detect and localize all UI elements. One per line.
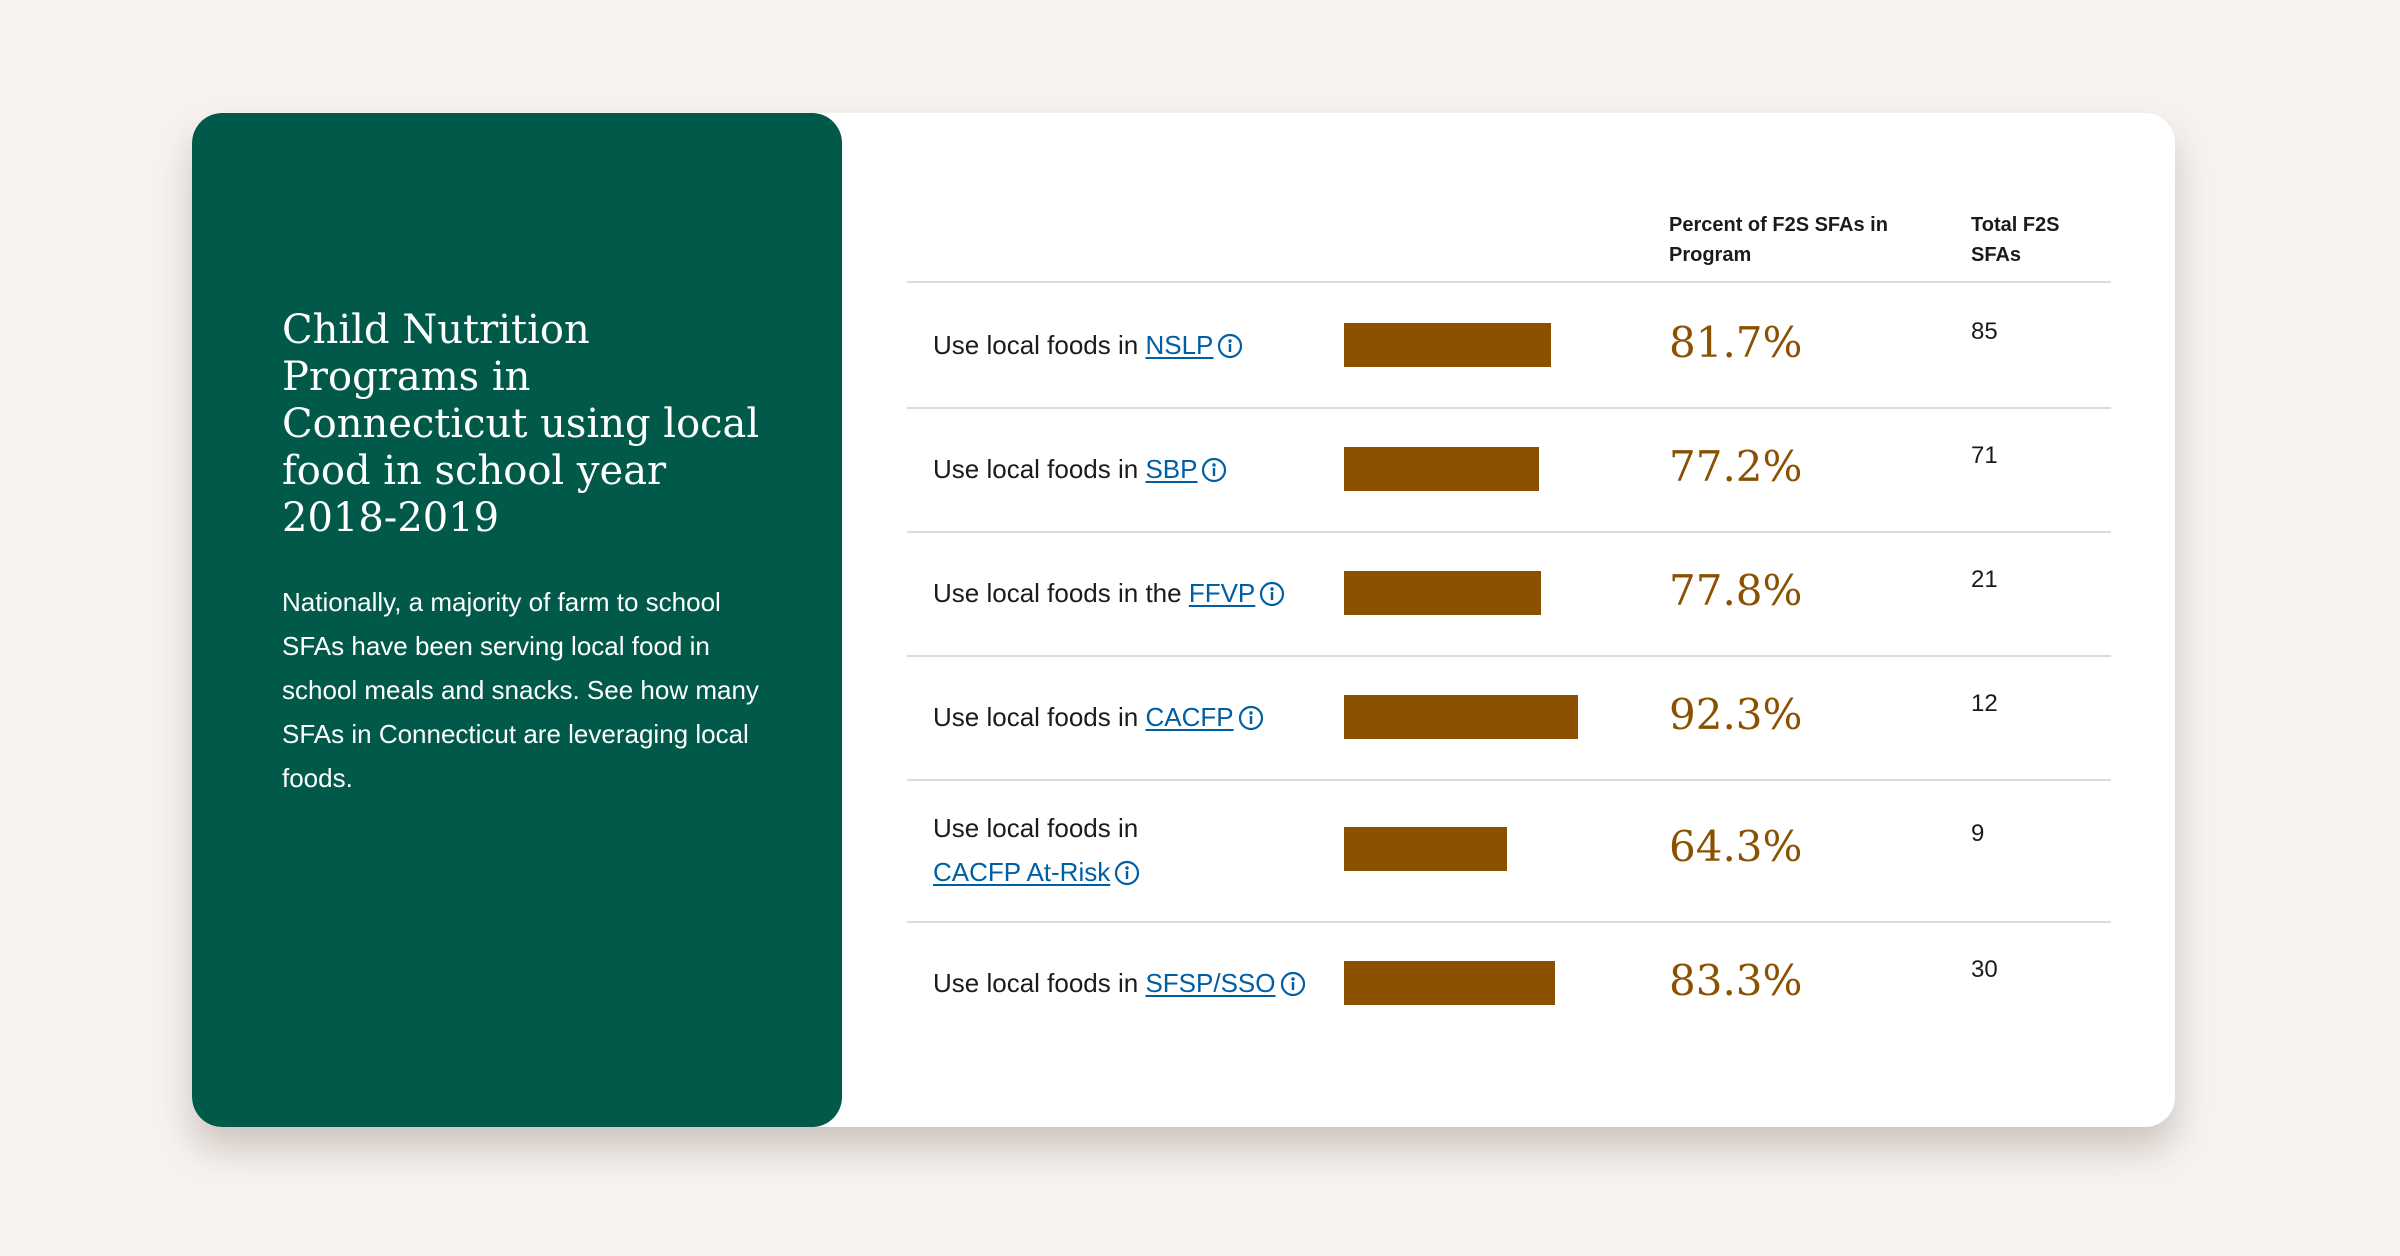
row-label-prefix: Use local foods in	[933, 813, 1139, 843]
bar-track	[1344, 571, 1619, 615]
program-link-cacfp[interactable]: CACFP	[1145, 702, 1234, 732]
table-row: Use local foods in SBP 77.2% 71	[907, 407, 2111, 533]
bar	[1344, 447, 1539, 491]
bar	[1344, 571, 1541, 615]
bar	[1344, 961, 1555, 1005]
header-total: Total F2S SFAs	[1971, 214, 2060, 266]
row-label: Use local foods in CACFP	[933, 695, 1313, 739]
total-count: 9	[1971, 820, 1985, 847]
row-label-prefix: Use local foods in	[933, 454, 1146, 484]
info-icon[interactable]	[1217, 333, 1243, 359]
row-label-prefix: Use local foods in	[933, 702, 1146, 732]
info-icon[interactable]	[1238, 705, 1264, 731]
bar-track	[1344, 695, 1619, 739]
program-link-sbp[interactable]: SBP	[1145, 454, 1198, 484]
percent-label: 64.3%	[1669, 822, 1803, 871]
table-row: Use local foods in CACFP 92.3% 12	[907, 655, 2111, 781]
info-icon[interactable]	[1114, 860, 1140, 886]
total-count: 21	[1971, 566, 1998, 593]
intro-panel: Child Nutrition Programs in Connecticut …	[192, 113, 842, 1127]
row-label-prefix: Use local foods in the	[933, 578, 1189, 608]
row-label: Use local foods in SFSP/SSO	[933, 961, 1313, 1005]
bar-track	[1344, 323, 1619, 367]
table-row: Use local foods in NSLP 81.7% 85	[907, 283, 2111, 409]
bar-track	[1344, 447, 1619, 491]
row-label: Use local foods in SBP	[933, 447, 1313, 491]
percent-label: 77.2%	[1669, 442, 1803, 491]
header-percent: Percent of F2S SFAs in Program	[1669, 214, 1888, 266]
table-row: Use local foods in SFSP/SSO 83.3% 30	[907, 921, 2111, 1045]
row-label: Use local foods in NSLP	[933, 323, 1313, 367]
total-count: 12	[1971, 690, 1998, 717]
total-count: 85	[1971, 318, 1998, 345]
bar	[1344, 827, 1507, 871]
info-icon[interactable]	[1280, 971, 1306, 997]
bar-track	[1344, 961, 1619, 1005]
info-icon[interactable]	[1201, 457, 1227, 483]
bar-track	[1344, 827, 1619, 871]
program-link-sfsp-sso[interactable]: SFSP/SSO	[1145, 968, 1276, 998]
header-divider	[907, 281, 2111, 283]
info-icon[interactable]	[1259, 581, 1285, 607]
program-link-nslp[interactable]: NSLP	[1145, 330, 1214, 360]
table-row: Use local foods in the FFVP 77.8% 21	[907, 531, 2111, 657]
table-row: Use local foods in CACFP At-Risk 64.3% 9	[907, 779, 2111, 923]
bar	[1344, 695, 1578, 739]
percent-label: 81.7%	[1669, 318, 1803, 367]
total-count: 71	[1971, 442, 1998, 469]
program-link-cacfp-at-risk[interactable]: CACFP At-Risk	[933, 857, 1111, 887]
row-label-prefix: Use local foods in	[933, 330, 1146, 360]
bar	[1344, 323, 1551, 367]
panel-description: Nationally, a majority of farm to school…	[282, 587, 759, 793]
percent-label: 83.3%	[1669, 956, 1803, 1005]
row-label: Use local foods in the FFVP	[933, 571, 1313, 615]
panel-title: Child Nutrition Programs in Connecticut …	[282, 307, 760, 541]
percent-label: 92.3%	[1669, 690, 1803, 739]
percent-label: 77.8%	[1669, 566, 1803, 615]
total-count: 30	[1971, 956, 1998, 983]
program-link-ffvp[interactable]: FFVP	[1188, 578, 1256, 608]
row-label-prefix: Use local foods in	[933, 968, 1146, 998]
row-label: Use local foods in CACFP At-Risk	[933, 806, 1173, 894]
